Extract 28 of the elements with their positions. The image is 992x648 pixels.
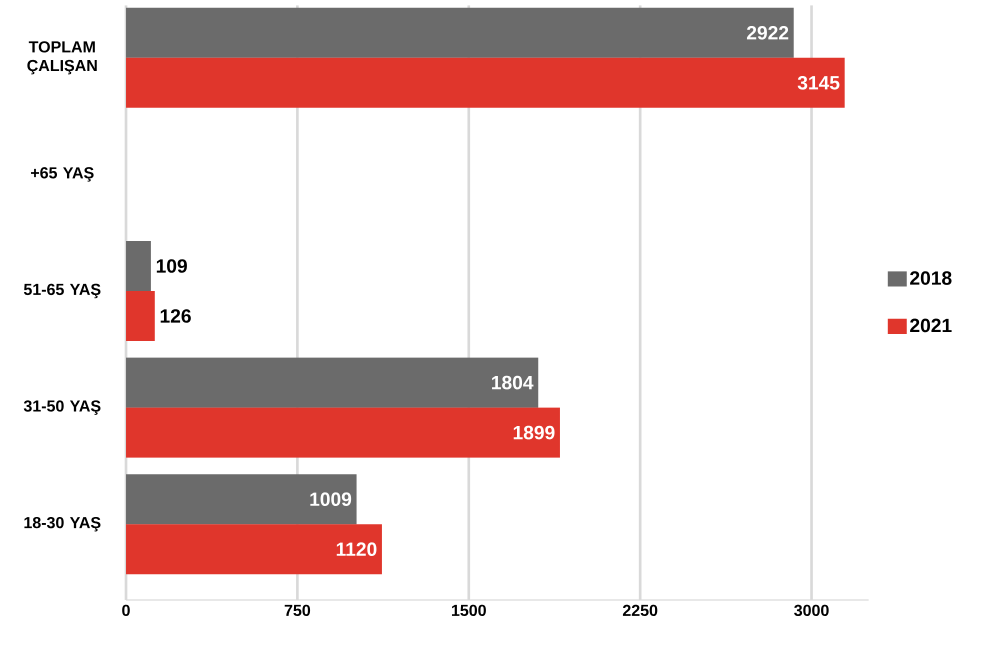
bar <box>126 524 382 574</box>
bar <box>126 474 357 524</box>
data-label: 126 <box>160 309 191 323</box>
x-tick-label: 750 <box>284 604 310 616</box>
y-tick-label: 51-65 YAŞ <box>24 284 100 298</box>
legend-label: 2021 <box>910 318 952 332</box>
data-label: 1899 <box>514 426 555 440</box>
bar <box>126 240 151 291</box>
x-tick-label: 1500 <box>452 604 486 616</box>
y-tick-label: +65 YAŞ <box>30 167 94 182</box>
bar <box>126 358 538 408</box>
data-label: 1804 <box>492 376 534 390</box>
bar <box>126 58 845 108</box>
x-tick-label: 2250 <box>622 604 658 616</box>
data-label: 1009 <box>310 492 352 506</box>
x-tick-label: 3000 <box>794 604 829 616</box>
y-tick-label: 31-50 YAŞ <box>24 400 100 415</box>
data-label: 1120 <box>336 542 376 556</box>
bar <box>126 290 155 341</box>
bar <box>126 8 794 58</box>
data-label: 2922 <box>746 26 788 40</box>
legend-label: 2018 <box>910 271 952 285</box>
bar <box>126 408 560 458</box>
x-tick-label: 0 <box>122 604 130 616</box>
y-tick-label: TOPLAM ÇALIŞAN <box>27 41 97 74</box>
data-label: 109 <box>156 259 187 273</box>
y-tick-label: 18-30 YAŞ <box>24 516 100 532</box>
data-label: 3145 <box>798 76 840 90</box>
